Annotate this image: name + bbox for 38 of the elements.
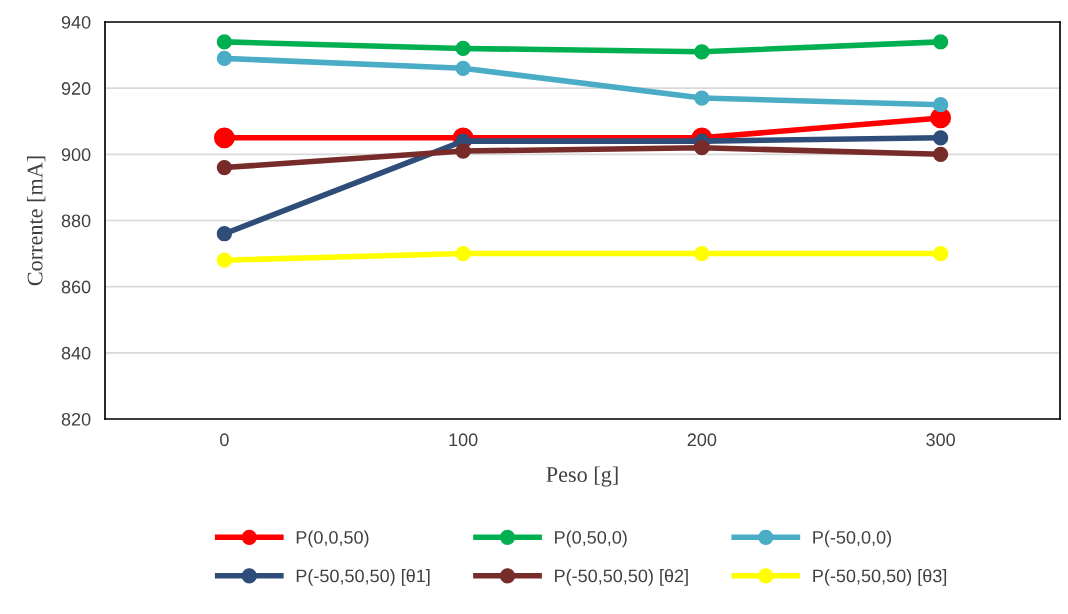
point — [694, 44, 710, 60]
x-tick-label: 0 — [220, 433, 229, 447]
y-tick-label: 840 — [61, 346, 91, 360]
y-axis-title: Corrente [mA] — [26, 156, 46, 286]
point — [455, 40, 471, 57]
x-axis-title: Peso [g] — [546, 466, 618, 487]
y-tick-label: 860 — [61, 280, 91, 294]
legend-label: P(-50,50,50) [θ3] — [813, 569, 947, 586]
point — [932, 97, 949, 113]
point — [694, 140, 710, 156]
point — [932, 34, 949, 50]
point — [216, 252, 233, 268]
point — [694, 245, 710, 262]
legend-label: P(-50,0,0) — [813, 530, 891, 548]
point — [213, 127, 235, 149]
point — [216, 34, 233, 50]
x-tick-label: 100 — [449, 433, 478, 447]
point — [216, 159, 233, 176]
legend-label: P(0,0,50) — [296, 530, 369, 548]
x-tick-label: 300 — [926, 433, 955, 447]
point — [932, 245, 949, 262]
y-tick-label: 880 — [61, 214, 91, 228]
point — [216, 50, 233, 67]
point — [455, 60, 471, 76]
y-tick-label: 940 — [61, 15, 91, 29]
y-tick-label: 820 — [61, 412, 91, 426]
point — [932, 146, 949, 162]
legend-label: P(0,50,0) — [555, 530, 627, 548]
legend-label: P(-50,50,50) [θ1] — [296, 569, 430, 586]
point — [932, 130, 949, 146]
y-tick-label: 920 — [61, 82, 91, 95]
point — [455, 143, 471, 159]
legend-label: P(-50,50,50) [θ2] — [555, 569, 688, 586]
point — [455, 245, 471, 262]
point — [216, 226, 233, 242]
y-tick-label: 900 — [61, 148, 91, 162]
x-tick-label: 200 — [687, 433, 717, 447]
point — [694, 90, 710, 106]
